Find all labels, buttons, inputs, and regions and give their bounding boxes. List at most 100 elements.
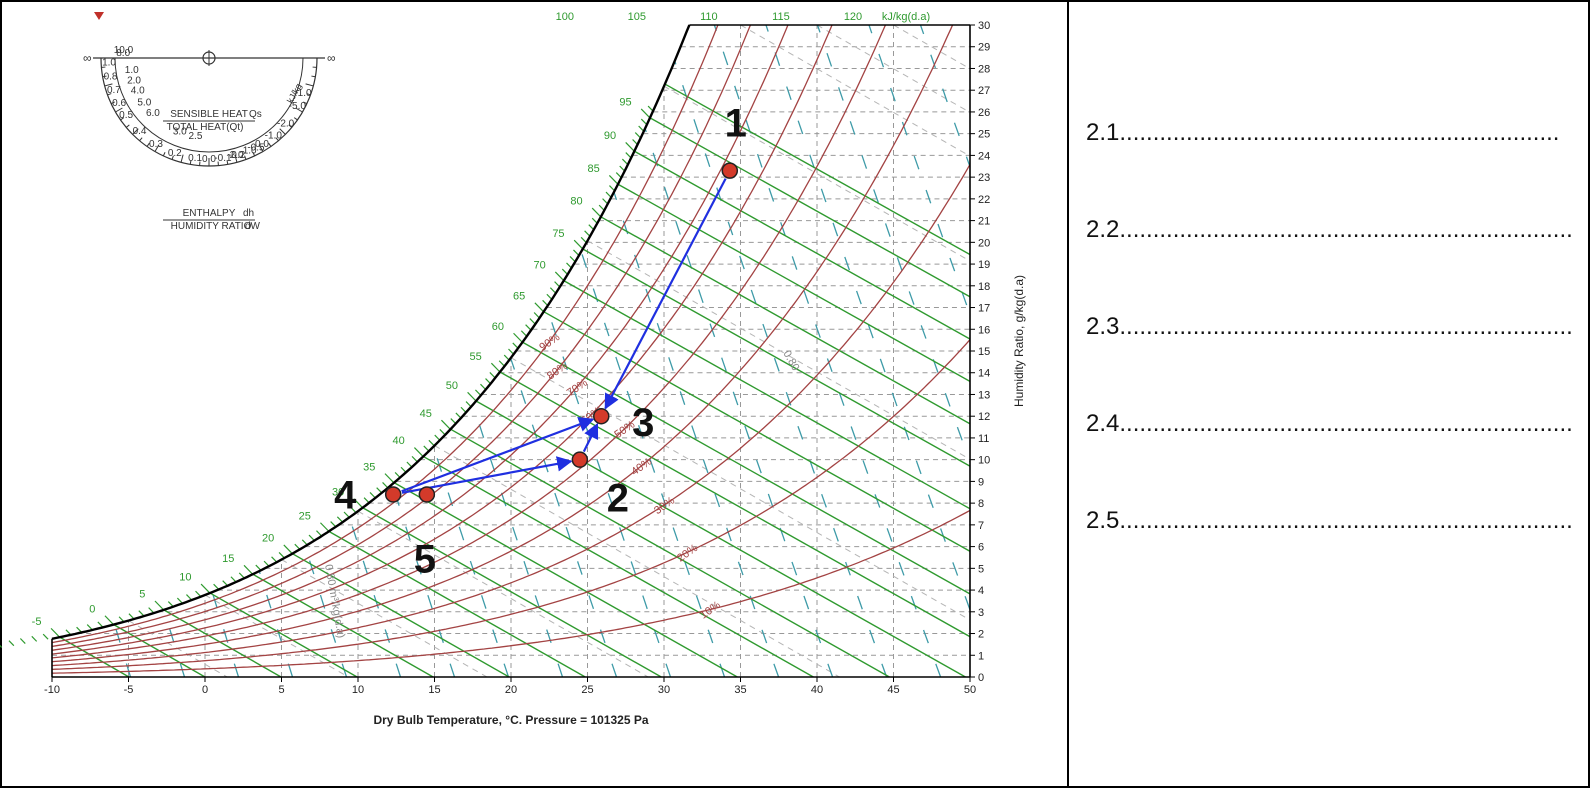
enthalpy-tick bbox=[573, 249, 579, 256]
enthalpy-line bbox=[449, 428, 890, 677]
enthalpy-tick bbox=[608, 185, 615, 192]
shr-sub-right: Qs bbox=[249, 109, 262, 120]
enthalpy-tick bbox=[608, 175, 619, 185]
enthalpy-title: ENTHALPY bbox=[183, 208, 236, 219]
state-point-label-3: 3 bbox=[632, 401, 654, 445]
answer-blank[interactable]: ........................................… bbox=[1119, 119, 1560, 146]
enthalpy-line bbox=[563, 279, 970, 510]
enthalpy-tick bbox=[195, 590, 201, 597]
enthalpy-tick bbox=[625, 141, 635, 152]
protractor-tick bbox=[244, 155, 247, 160]
answer-line: 2.2.....................................… bbox=[1086, 215, 1581, 312]
enthalpy-line bbox=[600, 216, 970, 425]
enthalpy-tick bbox=[343, 511, 350, 518]
enthalpy-tick bbox=[394, 472, 401, 478]
protractor-scale-label: -1.0 bbox=[294, 88, 312, 99]
x-tick-label: 50 bbox=[964, 684, 976, 696]
answer-blank[interactable]: ........................................… bbox=[1119, 507, 1573, 534]
y-tick-label: 23 bbox=[978, 172, 990, 184]
rh-label: 30% bbox=[652, 494, 677, 517]
y-tick-label: 28 bbox=[978, 63, 990, 75]
protractor-tick bbox=[154, 144, 160, 152]
enthalpy-line bbox=[649, 116, 970, 298]
enthalpy-tick bbox=[238, 572, 245, 579]
enthalpy-tick bbox=[474, 389, 481, 396]
enthalpy-tick bbox=[384, 473, 394, 483]
y-tick-label: 27 bbox=[978, 85, 990, 97]
answer-blank[interactable]: ........................................… bbox=[1119, 313, 1573, 340]
enthalpy-tick bbox=[621, 158, 628, 165]
y-tick-label: 22 bbox=[978, 194, 990, 206]
x-tick-label: -5 bbox=[124, 684, 134, 696]
x-tick-label: 30 bbox=[658, 684, 670, 696]
enthalpy-tick bbox=[301, 539, 308, 546]
state-point-label-1: 1 bbox=[725, 102, 747, 146]
y-tick-label: 7 bbox=[978, 520, 984, 532]
enthalpy-tick bbox=[490, 362, 501, 373]
enthalpy-tick bbox=[467, 391, 477, 402]
enthalpy-line bbox=[617, 183, 970, 383]
rh-curve bbox=[52, 25, 752, 648]
enthalpy-tick bbox=[460, 406, 467, 413]
protractor-tick bbox=[311, 75, 316, 78]
answer-list: 2.1.....................................… bbox=[1086, 118, 1581, 603]
protractor-tick bbox=[180, 154, 184, 163]
volume-label-left: 0.80 m³/kg(d.a) bbox=[322, 563, 347, 639]
enthalpy-tick bbox=[584, 230, 590, 237]
enthalpy-tick bbox=[615, 172, 622, 178]
protractor-scale-label: 0.5 bbox=[119, 110, 133, 121]
y-tick-label: 3 bbox=[978, 607, 984, 619]
specific-volume-line bbox=[580, 250, 726, 677]
enthalpy-line bbox=[542, 310, 970, 553]
protractor-tick bbox=[107, 93, 112, 96]
enthalpy-tick bbox=[406, 461, 413, 468]
protractor-scale-label: 10.0 bbox=[114, 45, 134, 56]
psychrometric-chart: -10 -5 0 5 10 15 20 25 30 35 40 45 50012345678910111… bbox=[0, 11, 1026, 727]
protractor-tick bbox=[252, 152, 256, 157]
specific-volume-line bbox=[674, 60, 888, 677]
marker-triangle-icon bbox=[94, 12, 104, 20]
enthalpy-tick bbox=[86, 624, 93, 631]
y-tick-label: 24 bbox=[978, 150, 990, 162]
protractor-tick bbox=[125, 124, 130, 128]
enthalpy-tick bbox=[330, 521, 336, 528]
y-tick-label: 14 bbox=[978, 368, 990, 380]
protractor-scale-label: 1.0 bbox=[102, 57, 116, 68]
wetbulb-line bbox=[204, 594, 349, 678]
protractor-scale-label: 0.2 bbox=[168, 148, 182, 159]
enthalpy-label: 40 bbox=[393, 435, 405, 447]
enthalpy-label: 50 bbox=[446, 380, 458, 392]
answer-blank[interactable]: ........................................… bbox=[1119, 216, 1573, 243]
enthalpy-tick bbox=[529, 318, 536, 325]
answer-line: 2.3.....................................… bbox=[1086, 312, 1581, 409]
protractor-scale-label: -0.5 bbox=[247, 142, 265, 153]
enthalpy-tick bbox=[423, 445, 430, 452]
y-tick-label: 16 bbox=[978, 324, 990, 336]
enthalpy-tick bbox=[513, 332, 523, 343]
protractor-scale-label: 0.1 bbox=[188, 153, 202, 164]
protractor-scale-label: 1.0 bbox=[125, 65, 139, 76]
enthalpy-line bbox=[52, 675, 54, 677]
y-tick-label: 4 bbox=[978, 585, 984, 597]
protractor-inner-arc bbox=[114, 57, 304, 153]
enthalpy-line bbox=[422, 455, 814, 677]
enthalpy-tick bbox=[186, 594, 192, 601]
enthalpy-tick bbox=[634, 132, 641, 138]
rh-curve bbox=[52, 164, 970, 667]
y-tick-label: 1 bbox=[978, 650, 984, 662]
answer-line: 2.4.....................................… bbox=[1086, 409, 1581, 506]
rh-curve bbox=[52, 25, 789, 651]
answer-number: 2.4 bbox=[1086, 410, 1120, 437]
protractor-tick bbox=[306, 93, 311, 96]
y-tick-label: 17 bbox=[978, 303, 990, 315]
enthalpy-tick bbox=[441, 419, 451, 430]
grid-layer bbox=[51, 24, 971, 678]
state-point-2 bbox=[571, 451, 589, 468]
protractor-tick bbox=[146, 142, 150, 147]
specific-volume-line bbox=[919, 25, 970, 169]
protractor-scale-label: 2.0 bbox=[230, 150, 244, 161]
y-tick-label: 15 bbox=[978, 346, 990, 358]
enthalpy-sub: HUMIDITY RATIO bbox=[171, 221, 252, 232]
protractor-scale-label: 0.0 bbox=[255, 139, 269, 150]
answer-blank[interactable]: ........................................… bbox=[1119, 410, 1573, 437]
